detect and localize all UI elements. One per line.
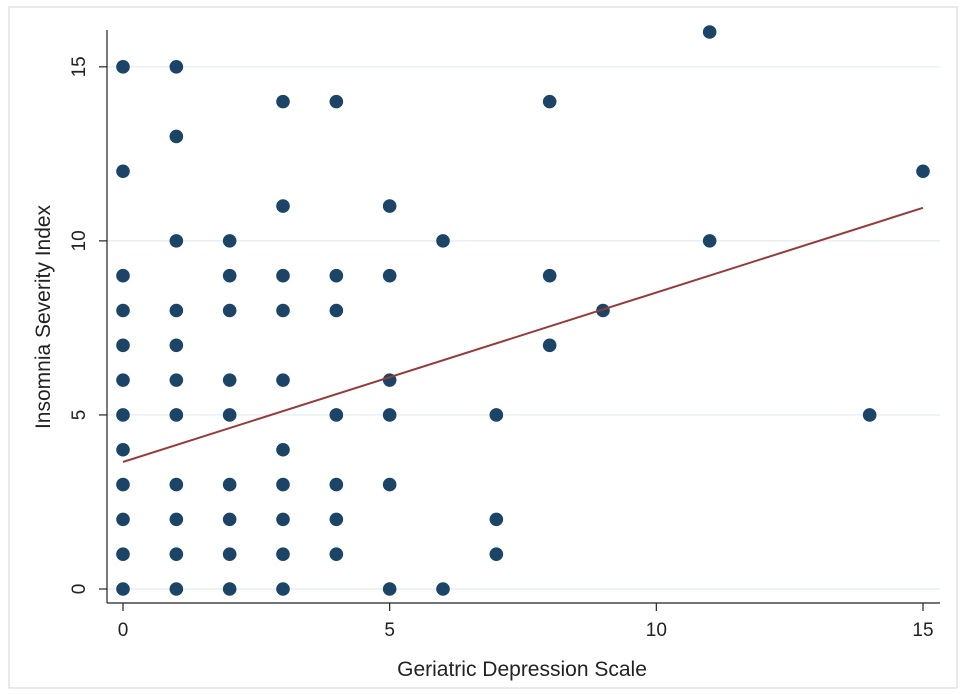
data-point [169,303,184,318]
data-point [116,582,130,596]
data-point [382,477,397,492]
data-point [116,477,130,492]
data-point [116,373,130,387]
data-point [329,477,344,492]
data-point [116,512,130,527]
x-tick-label-15: 15 [912,620,933,641]
y-axis-ticks: 0 5 10 15 [69,56,107,594]
data-point [276,303,290,318]
y-axis-title: Insomnia Severity Index [32,204,55,429]
data-point [116,164,130,179]
data-points [116,25,930,596]
data-point [489,547,504,561]
data-point [382,268,397,283]
data-point [116,408,130,422]
data-point [382,408,397,422]
data-point [276,199,290,213]
data-point [169,547,184,561]
data-point [702,234,717,248]
data-point [276,268,290,283]
data-point [222,547,237,561]
fit-line [122,206,924,463]
data-point [862,408,877,422]
data-point [382,582,397,596]
x-axis-ticks: 0 5 10 15 [118,603,934,641]
data-point [276,94,290,109]
data-point [329,94,344,109]
data-point [489,408,504,422]
data-point [222,303,237,318]
y-tick-label-5: 5 [69,410,90,421]
data-point [169,338,184,353]
data-point [542,338,557,353]
fit-line-layer [122,206,924,463]
data-point [222,477,237,492]
data-point [116,338,130,353]
data-point [169,60,184,74]
data-point [169,582,184,596]
x-tick-label-5: 5 [384,620,395,641]
data-point [329,303,344,318]
y-tick-label-15: 15 [69,56,90,77]
x-axis-title: Geriatric Depression Scale [397,658,647,681]
data-point [169,408,184,422]
data-point [169,512,184,527]
data-point [436,234,450,248]
data-point [276,477,290,492]
data-point [169,234,184,248]
data-point [329,512,344,527]
data-point [116,268,130,283]
axes [106,30,940,604]
data-point [169,477,184,492]
data-point [276,442,290,457]
data-point [329,268,344,283]
data-point [222,268,237,283]
data-point [276,547,290,561]
y-tick-label-10: 10 [69,230,90,251]
data-point [276,512,290,527]
data-point [169,373,184,387]
data-point [329,547,344,561]
data-point [222,408,237,422]
data-point [169,129,184,144]
data-point [276,373,290,387]
data-point [542,268,557,283]
data-point [222,234,237,248]
data-point [916,164,930,179]
x-tick-label-10: 10 [646,620,667,641]
data-point [116,442,130,457]
data-point [542,94,557,109]
data-point [436,582,450,596]
data-point [116,547,130,561]
data-point [489,512,504,527]
data-point [382,199,397,213]
grid-lines [107,66,940,590]
data-point [116,60,130,74]
y-tick-label-0: 0 [69,584,90,595]
data-point [329,408,344,422]
data-point [116,303,130,318]
data-point [222,582,237,596]
data-point [276,582,290,596]
data-point [222,373,237,387]
data-point [702,25,717,39]
data-point [222,512,237,527]
x-tick-label-0: 0 [118,620,129,641]
